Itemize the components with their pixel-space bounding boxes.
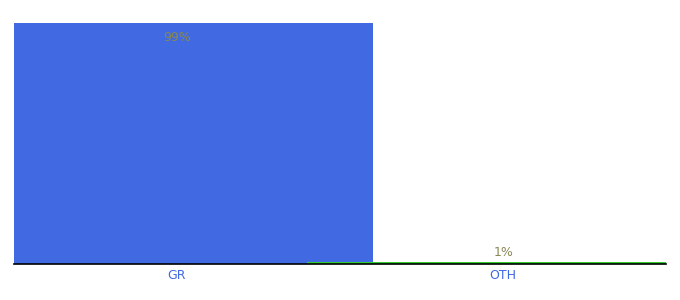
Bar (307, 262, 680, 264)
Text: 1%: 1% (493, 246, 513, 259)
Text: 99%: 99% (163, 31, 190, 44)
Bar (0, 23, 373, 264)
